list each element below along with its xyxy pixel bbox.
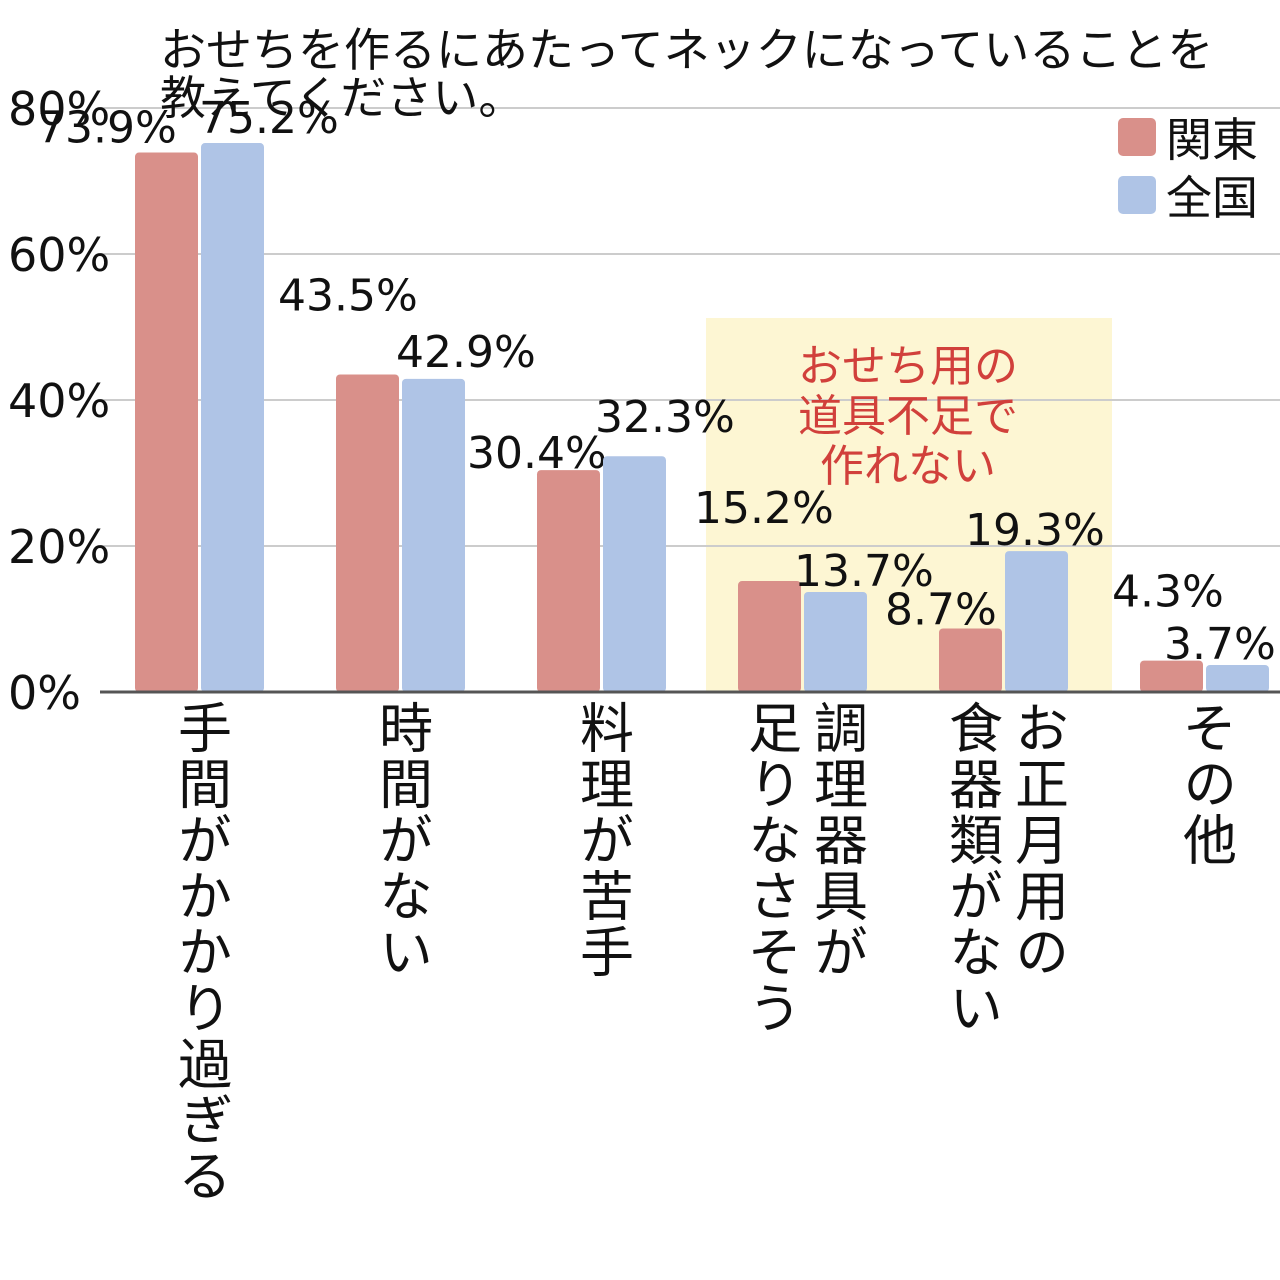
x-tick-label-line: お正月用の [1005,700,1069,980]
data-label: 8.7% [885,584,997,635]
data-label: 15.2% [694,483,834,534]
chart-title-line-1: おせちを作るにあたってネックになっていることを [160,23,1214,77]
bar-kanto [537,470,600,692]
bar-kanto [738,581,801,692]
data-label: 75.2% [199,93,339,144]
data-label: 4.3% [1112,567,1224,618]
x-tick-label: その他 [1173,700,1237,868]
bar-kanto [939,628,1002,692]
highlight-annotation-line-3: 作れない [820,441,996,492]
highlight-annotation: おせち用の 道具不足で 作れない [704,342,1112,492]
data-label: 32.3% [595,392,735,443]
x-tick-label-line: 手間がかかり過ぎる [168,700,232,1204]
bar-kanto [336,374,399,692]
y-tick-label: 20% [8,520,110,574]
y-tick-label: 80% [8,82,110,136]
y-tick-label: 60% [8,228,110,282]
x-tick-label: 料理が苦手 [570,700,634,980]
data-label: 73.9% [37,103,177,154]
data-label: 43.5% [278,270,418,321]
bar-national [804,591,867,692]
bar-national [603,456,666,692]
x-tick-label-line: 料理が苦手 [570,700,634,980]
bar-national [1005,551,1068,692]
data-label: 19.3% [965,505,1105,556]
legend-label-kanto: 関東 [1166,113,1258,167]
data-label: 13.7% [794,546,934,597]
chart-title-line-2: 教えてください。 [160,71,525,125]
bar-kanto [135,152,198,692]
x-tick-label-line: 食器類がない [939,700,1003,1036]
data-label: 3.7% [1164,619,1276,670]
x-tick-label-line: 足りなさそう [738,700,802,1036]
legend-swatch-kanto [1118,118,1156,156]
data-label: 42.9% [396,327,536,378]
bar-national [201,143,264,693]
legend-swatch-national [1118,176,1156,214]
bar-kanto [1140,660,1203,692]
x-tick-label: お正月用の 食器類がない [939,700,1069,1036]
x-tick-label: 手間がかかり過ぎる [168,700,232,1204]
y-tick-label: 0% [8,666,81,720]
legend: 関東 全国 [1118,108,1258,225]
data-label: 30.4% [467,428,607,479]
x-tick-label: 調理器具が 足りなさそう [738,700,868,1036]
x-tick-label-line: 調理器具が [804,700,868,980]
bar-national [402,378,465,692]
x-tick-label-line: その他 [1173,700,1237,868]
highlight-annotation-line-1: おせち用の [798,341,1018,392]
x-tick-label: 時間がない [369,700,433,980]
chart-title: おせちを作るにあたってネックになっていることを 教えてください。 [160,26,1260,122]
legend-label-national: 全国 [1166,171,1258,225]
y-tick-label: 40% [8,374,110,428]
legend-item-national: 全国 [1118,166,1258,225]
bar-national [1206,664,1269,692]
legend-item-kanto: 関東 [1118,108,1258,167]
x-tick-label-line: 時間がない [369,700,433,980]
highlight-annotation-line-2: 道具不足で [798,391,1018,442]
